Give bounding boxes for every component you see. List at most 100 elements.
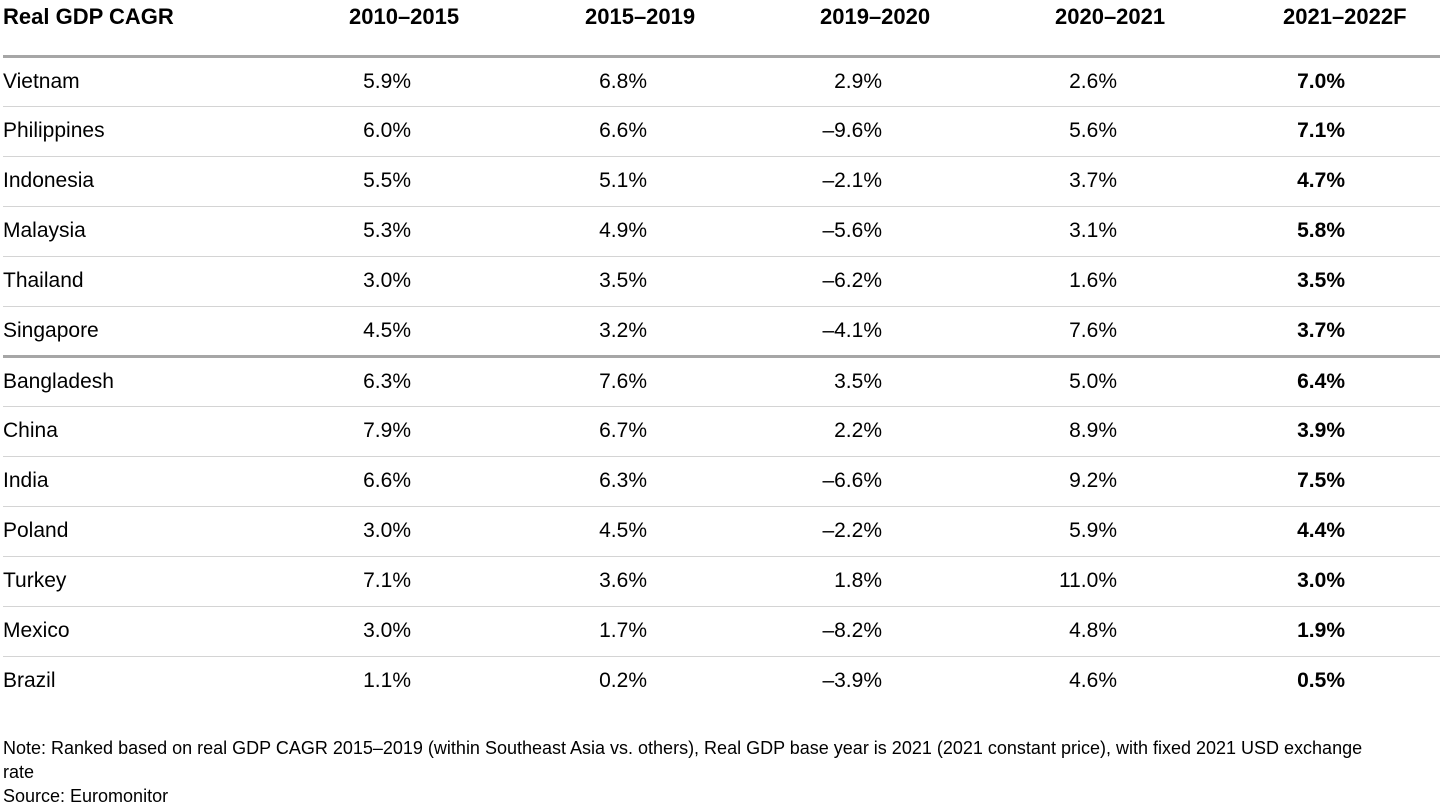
country-cell: Thailand	[3, 269, 84, 292]
value-cell-2010-2015: 1.1%	[363, 669, 411, 693]
country-cell: Malaysia	[3, 219, 86, 242]
table-row: Thailand 3.0% 3.5% –6.2% 1.6% 3.5%	[3, 256, 1440, 306]
value-cell-2021-2022f: 6.4%	[1297, 369, 1345, 393]
value-cell-2019-2020: –6.2%	[822, 269, 882, 292]
value-cell-2021-2022f: 5.8%	[1297, 219, 1345, 242]
value-cell-2010-2015: 7.1%	[363, 569, 411, 592]
value-cell-2010-2015: 6.6%	[363, 469, 411, 492]
table-note: Note: Ranked based on real GDP CAGR 2015…	[3, 738, 1363, 782]
gdp-cagr-table: Real GDP CAGR 2010–2015 2015–2019 2019–2…	[3, 0, 1440, 706]
value-cell-2021-2022f: 4.7%	[1297, 169, 1345, 192]
table-body: Vietnam 5.9% 6.8% 2.9% 2.6% 7.0% Philipp…	[3, 56, 1440, 706]
country-cell: Singapore	[3, 318, 99, 342]
country-cell: Brazil	[3, 669, 56, 693]
value-cell-2019-2020: 2.9%	[834, 69, 882, 93]
value-cell-2010-2015: 7.9%	[363, 419, 411, 442]
value-cell-2019-2020: –3.9%	[822, 669, 882, 693]
value-cell-2015-2019: 4.9%	[599, 219, 647, 242]
country-cell: India	[3, 469, 49, 492]
column-header-2020-2021: 2020–2021	[1055, 0, 1283, 58]
value-cell-2020-2021: 3.7%	[1069, 169, 1117, 192]
value-cell-2019-2020: 2.2%	[834, 419, 882, 442]
value-cell-2021-2022f: 3.5%	[1297, 269, 1345, 292]
value-cell-2021-2022f: 3.7%	[1297, 318, 1345, 342]
column-header-title: Real GDP CAGR	[3, 0, 349, 58]
country-cell: Vietnam	[3, 69, 80, 93]
value-cell-2019-2020: –9.6%	[822, 119, 882, 142]
table-row: India 6.6% 6.3% –6.6% 9.2% 7.5%	[3, 456, 1440, 506]
value-cell-2015-2019: 6.8%	[599, 69, 647, 93]
value-cell-2010-2015: 6.0%	[363, 119, 411, 142]
value-cell-2021-2022f: 3.9%	[1297, 419, 1345, 442]
value-cell-2021-2022f: 1.9%	[1297, 619, 1345, 642]
table-header-row: Real GDP CAGR 2010–2015 2015–2019 2019–2…	[3, 0, 1440, 58]
value-cell-2015-2019: 6.7%	[599, 419, 647, 442]
country-cell: Philippines	[3, 119, 105, 142]
value-cell-2010-2015: 5.3%	[363, 219, 411, 242]
table-row: Bangladesh 6.3% 7.6% 3.5% 5.0% 6.4%	[3, 356, 1440, 406]
value-cell-2015-2019: 4.5%	[599, 519, 647, 542]
value-cell-2020-2021: 2.6%	[1069, 69, 1117, 93]
value-cell-2015-2019: 3.2%	[599, 318, 647, 342]
value-cell-2010-2015: 4.5%	[363, 318, 411, 342]
column-header-2015-2019: 2015–2019	[585, 0, 820, 58]
country-cell: Bangladesh	[3, 369, 114, 393]
value-cell-2019-2020: 1.8%	[834, 569, 882, 592]
value-cell-2020-2021: 5.0%	[1069, 369, 1117, 393]
value-cell-2021-2022f: 7.5%	[1297, 469, 1345, 492]
value-cell-2021-2022f: 7.0%	[1297, 69, 1345, 93]
table-row: Singapore 4.5% 3.2% –4.1% 7.6% 3.7%	[3, 306, 1440, 356]
country-cell: Turkey	[3, 569, 67, 592]
table-row: Malaysia 5.3% 4.9% –5.6% 3.1% 5.8%	[3, 206, 1440, 256]
value-cell-2010-2015: 5.5%	[363, 169, 411, 192]
value-cell-2020-2021: 3.1%	[1069, 219, 1117, 242]
column-header-2021-2022f: 2021–2022F	[1283, 0, 1440, 58]
value-cell-2020-2021: 5.6%	[1069, 119, 1117, 142]
value-cell-2019-2020: –4.1%	[822, 318, 882, 342]
value-cell-2010-2015: 3.0%	[363, 619, 411, 642]
value-cell-2019-2020: –5.6%	[822, 219, 882, 242]
value-cell-2015-2019: 6.3%	[599, 469, 647, 492]
value-cell-2019-2020: –6.6%	[822, 469, 882, 492]
value-cell-2021-2022f: 0.5%	[1297, 669, 1345, 693]
value-cell-2021-2022f: 7.1%	[1297, 119, 1345, 142]
value-cell-2019-2020: –8.2%	[822, 619, 882, 642]
value-cell-2015-2019: 1.7%	[599, 619, 647, 642]
table-source: Source: Euromonitor	[3, 786, 169, 806]
country-cell: Poland	[3, 519, 69, 542]
table-footer: Note: Ranked based on real GDP CAGR 2015…	[3, 736, 1440, 808]
value-cell-2015-2019: 5.1%	[599, 169, 647, 192]
value-cell-2010-2015: 6.3%	[363, 369, 411, 393]
table-row: Brazil 1.1% 0.2% –3.9% 4.6% 0.5%	[3, 656, 1440, 706]
column-header-2019-2020: 2019–2020	[820, 0, 1055, 58]
value-cell-2020-2021: 9.2%	[1069, 469, 1117, 492]
value-cell-2015-2019: 7.6%	[599, 369, 647, 393]
value-cell-2020-2021: 5.9%	[1069, 519, 1117, 542]
country-cell: Indonesia	[3, 169, 95, 192]
value-cell-2020-2021: 8.9%	[1069, 419, 1117, 442]
value-cell-2015-2019: 6.6%	[599, 119, 647, 142]
value-cell-2015-2019: 0.2%	[599, 669, 647, 693]
value-cell-2020-2021: 1.6%	[1069, 269, 1117, 292]
column-header-2010-2015: 2010–2015	[349, 0, 585, 58]
value-cell-2021-2022f: 3.0%	[1297, 569, 1345, 592]
value-cell-2019-2020: 3.5%	[834, 369, 882, 393]
value-cell-2010-2015: 5.9%	[363, 69, 411, 93]
table-row: Turkey 7.1% 3.6% 1.8% 11.0% 3.0%	[3, 556, 1440, 606]
table-row: Mexico 3.0% 1.7% –8.2% 4.8% 1.9%	[3, 606, 1440, 656]
value-cell-2010-2015: 3.0%	[363, 519, 411, 542]
table-row: China 7.9% 6.7% 2.2% 8.9% 3.9%	[3, 406, 1440, 456]
value-cell-2015-2019: 3.5%	[599, 269, 647, 292]
country-cell: China	[3, 419, 58, 442]
value-cell-2020-2021: 4.8%	[1069, 619, 1117, 642]
value-cell-2020-2021: 11.0%	[1059, 569, 1117, 592]
value-cell-2020-2021: 4.6%	[1069, 669, 1117, 693]
value-cell-2019-2020: –2.2%	[822, 519, 882, 542]
table-row: Indonesia 5.5% 5.1% –2.1% 3.7% 4.7%	[3, 156, 1440, 206]
value-cell-2019-2020: –2.1%	[822, 169, 882, 192]
table-row: Poland 3.0% 4.5% –2.2% 5.9% 4.4%	[3, 506, 1440, 556]
country-cell: Mexico	[3, 619, 70, 642]
table-row: Vietnam 5.9% 6.8% 2.9% 2.6% 7.0%	[3, 56, 1440, 106]
value-cell-2010-2015: 3.0%	[363, 269, 411, 292]
